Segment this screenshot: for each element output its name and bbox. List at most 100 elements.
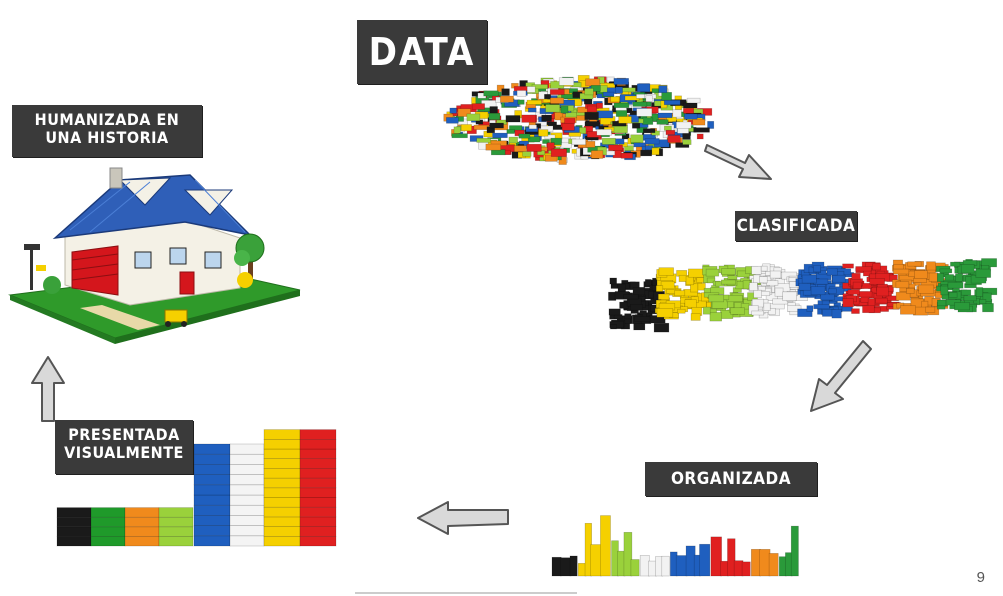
pile-brick [633,142,646,148]
pile-brick [693,127,710,133]
bar-yellow [263,429,301,547]
pile-brick [527,107,537,113]
sorted-brick [721,268,736,276]
sorted-brick [876,286,889,297]
organized-stack [759,549,771,577]
pile-brick [684,113,698,120]
pile-brick [651,147,660,156]
pile-brick [489,122,504,129]
bar-brick [299,487,337,498]
pile-brick [558,77,575,86]
bar-brick [263,487,301,498]
pile-brick [544,134,556,140]
organized-stack [623,531,633,577]
arrow-presentada-to-humanizada [31,356,65,422]
pile-brick [640,149,653,157]
sorted-brick [609,321,624,329]
bar-brick [299,516,337,527]
sorted-brick [697,282,706,291]
sorted-brick [655,285,664,292]
pile-brick [449,107,457,114]
sorted-brick [801,274,817,284]
bar-brick [263,536,301,547]
pile-brick [605,150,616,156]
pile-brick [683,107,694,114]
sorted-brick [726,294,743,303]
bar-brick [124,516,160,528]
pile-brick [636,83,651,93]
pile-brick [508,136,518,144]
pile-brick [658,85,668,94]
sorted-brick [753,289,762,299]
pile-brick [485,143,502,151]
bar-brick [193,515,231,526]
label-organizada-text: ORGANIZADA [670,469,792,489]
pile-brick [584,111,599,121]
bar-brick [90,536,126,547]
sorted-brick [858,291,873,298]
bar-brick [299,448,337,459]
pile-brick [541,114,552,122]
sorted-brick [851,308,860,314]
pile-brick [651,130,660,136]
organized-stack [559,557,572,577]
sorted-brick [705,268,720,277]
bar-brick [299,497,337,508]
pile-brick [544,93,552,100]
sorted-brick [630,304,644,311]
sorted-brick [936,273,945,283]
label-data: DATA [357,20,487,84]
pile-brick [613,78,629,85]
pile-brick [601,137,616,145]
pile-brick [707,121,715,129]
pile-brick [584,88,594,96]
sorted-brick [862,305,875,314]
bar-brick [193,453,231,465]
bar-orange [124,507,160,547]
pile-brick [645,145,654,151]
pile-brick [527,136,541,143]
pile-brick [585,78,601,87]
pile-brick [656,119,669,125]
organized-stack [710,536,722,577]
sorted-brick [617,284,626,292]
pile-brick [568,132,582,137]
bar-brick [124,536,160,547]
bar-brick [193,504,231,516]
arrow-data-to-clasificada [704,144,772,180]
sorted-brick [925,306,936,313]
bar-brick [299,458,337,469]
label-presentada-line1: PRESENTADA [68,425,180,444]
sorted-brick [608,308,621,316]
pile-brick [457,108,471,117]
pile-brick [545,104,561,113]
pile-brick [550,97,565,104]
sorted-brick [634,316,651,323]
sorted-brick [657,293,670,301]
bar-brick [263,439,301,450]
sorted-brick [609,277,617,285]
label-humanizada: HUMANIZADA EN UNA HISTORIA [12,105,202,157]
organized-stack [699,543,711,577]
sorted-brick [766,280,779,286]
bar-brick [263,468,301,479]
bar-blue [193,443,231,547]
organized-stack [685,545,696,577]
bar-brick [158,526,194,537]
bar-brick [90,526,126,537]
sorted-brick [769,270,782,279]
organized-stack [751,548,761,577]
pile-brick [558,156,567,165]
sorted-brick [624,313,632,320]
sorted-brick [928,272,938,282]
house-garage-door [71,245,119,296]
sorted-brick [677,308,686,314]
sorted-brick [810,286,826,296]
sorted-brick [907,261,922,267]
sorted-brick [753,274,761,284]
pile-brick [667,135,681,143]
pile-brick [620,152,634,159]
sorted-brick [797,308,813,317]
sorted-brick [979,299,987,305]
pile-brick [672,109,682,118]
